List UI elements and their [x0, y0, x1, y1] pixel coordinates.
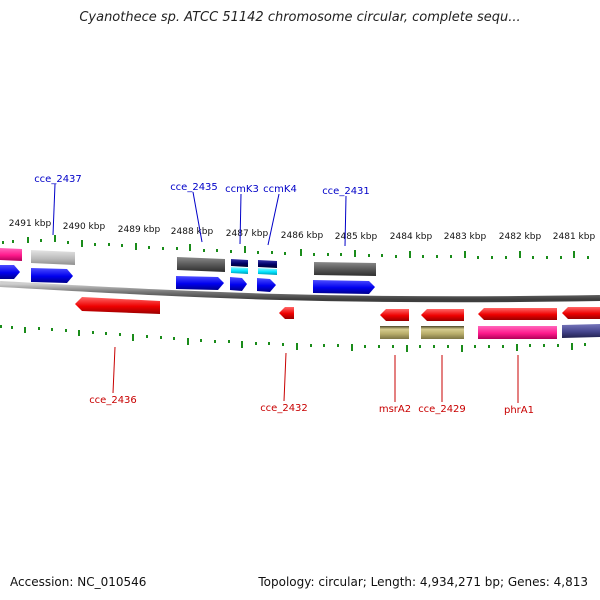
- gene-label-msra2[interactable]: msrA2: [379, 404, 411, 415]
- gene-arrow-reverse: [279, 307, 294, 319]
- gene-label-cce-2436[interactable]: cce_2436: [89, 395, 137, 406]
- gene-arrow-reverse: [75, 297, 160, 314]
- kbp-label: 2484 kbp: [390, 232, 433, 242]
- gene-feature: [421, 326, 464, 339]
- gene-feature: [562, 324, 600, 338]
- gene-arrow-forward: [257, 278, 276, 292]
- gene-feature: [380, 326, 409, 339]
- kbp-label: 2489 kbp: [118, 225, 161, 235]
- gene-arrow-forward: [176, 276, 224, 290]
- kbp-label: 2488 kbp: [171, 227, 214, 237]
- gene-arrow-forward: [230, 277, 247, 291]
- gene-feature: [478, 326, 557, 339]
- gene-feature: [231, 259, 248, 267]
- gene-feature: [31, 250, 75, 265]
- forward-strand-genes: [0, 265, 375, 294]
- leader-line: [344, 195, 347, 247]
- kbp-label: 2490 kbp: [63, 222, 106, 232]
- bottom-gene-labels: cce_2436 cce_2432 msrA2 cce_2429 phrA1: [89, 346, 534, 416]
- leader-line: [192, 191, 203, 243]
- leader-line: [239, 193, 242, 245]
- accession-text: Accession: NC_010546: [10, 575, 147, 589]
- gene-arrow-reverse: [380, 309, 409, 321]
- feature-row-outer: [0, 248, 376, 276]
- gene-feature: [231, 267, 248, 274]
- gene-label-cce-2429[interactable]: cce_2429: [418, 404, 466, 415]
- map-title: Cyanothece sp. ATCC 51142 chromosome cir…: [79, 10, 521, 25]
- kbp-label: 2487 kbp: [226, 229, 269, 239]
- outer-ruler-ticks: [2, 235, 589, 259]
- gene-label-cce-2431[interactable]: cce_2431: [322, 186, 370, 197]
- kbp-label: 2481 kbp: [553, 232, 596, 242]
- gene-label-cce-2435[interactable]: cce_2435: [170, 182, 218, 193]
- reverse-strand-genes: [75, 297, 600, 321]
- gene-arrow-forward: [31, 268, 73, 283]
- leader-line: [267, 193, 280, 246]
- gene-feature: [258, 268, 277, 275]
- gene-label-phra1[interactable]: phrA1: [504, 405, 534, 416]
- kbp-label: 2485 kbp: [335, 232, 378, 242]
- gene-feature: [314, 262, 376, 276]
- gene-arrow-reverse: [478, 308, 557, 320]
- gene-arrow-forward: [0, 265, 20, 279]
- top-gene-labels: cce_2437 cce_2435 ccmK3 ccmK4 cce_2431: [34, 174, 370, 247]
- gene-label-cce-2437[interactable]: cce_2437: [34, 174, 82, 185]
- gene-arrow-reverse: [421, 309, 464, 321]
- inner-ruler-ticks: [0, 325, 586, 352]
- chromosome-backbone: [0, 281, 600, 303]
- gene-arrow-reverse: [562, 307, 600, 319]
- gene-label-cce-2432[interactable]: cce_2432: [260, 403, 308, 414]
- kbp-label: 2491 kbp: [9, 219, 52, 229]
- gene-label-ccmk4[interactable]: ccmK4: [263, 184, 297, 195]
- feature-row-inner: [380, 324, 600, 339]
- leader-line: [112, 346, 116, 394]
- gene-feature: [177, 257, 225, 272]
- kbp-label: 2482 kbp: [499, 232, 542, 242]
- kbp-label: 2486 kbp: [281, 231, 324, 241]
- kbp-label: 2483 kbp: [444, 232, 487, 242]
- genome-summary-text: Topology: circular; Length: 4,934,271 bp…: [258, 575, 588, 589]
- gene-feature: [258, 260, 277, 268]
- leader-line: [283, 352, 287, 402]
- kbp-labels: 2491 kbp 2490 kbp 2489 kbp 2488 kbp 2487…: [9, 219, 596, 242]
- gene-label-ccmk3[interactable]: ccmK3: [225, 184, 259, 195]
- gene-feature: [0, 248, 22, 261]
- leader-line: [52, 183, 56, 236]
- gene-arrow-forward: [313, 280, 375, 294]
